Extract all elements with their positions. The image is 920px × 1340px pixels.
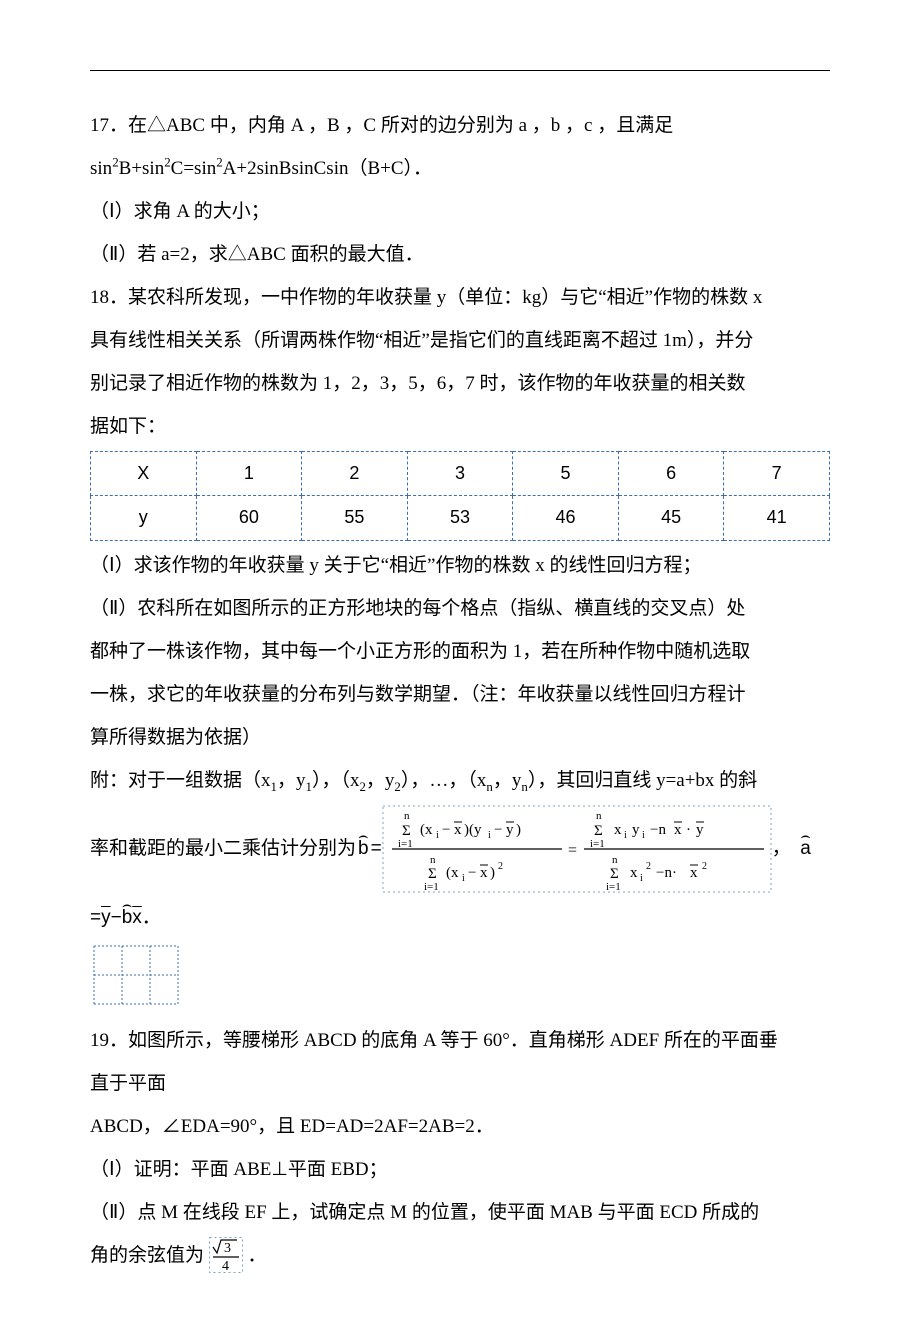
p18-sub2b: 都种了一株该作物，其中每一个小正方形的面积为 1，若在所种作物中随机选取 — [90, 633, 830, 670]
table-cell: 7 — [724, 452, 830, 496]
table-header-row: X 1 2 3 5 6 7 — [91, 452, 830, 496]
p17-sub1: （Ⅰ）求角 A 的大小； — [90, 193, 830, 230]
svg-text:y: y — [506, 822, 514, 838]
p18-appendix-prefix: 附：对于一组数据（x1，y1），（x2，y2），…，（xn，yn），其回归直线 … — [90, 762, 830, 799]
svg-text:y: y — [696, 822, 704, 838]
p18-intro4: 据如下： — [90, 408, 830, 445]
table-cell: 55 — [302, 496, 408, 540]
table-cell: 5 — [513, 452, 619, 496]
svg-text:i: i — [436, 830, 439, 841]
p19-s2: （Ⅱ）点 M 在线段 EF 上，试确定点 M 的位置，使平面 MAB 与平面 E… — [90, 1194, 830, 1231]
p17-sub2: （Ⅱ）若 a=2，求△ABC 面积的最大值． — [90, 236, 830, 273]
formula-lead: 率和截距的最小二乘估计分别为 — [90, 830, 356, 867]
svg-text:−: − — [494, 822, 502, 838]
svg-text:Σ: Σ — [610, 866, 619, 882]
svg-text:i: i — [642, 830, 645, 841]
p18-intro1: 18．某农科所发现，一中作物的年收获量 y（单位：kg）与它“相近”作物的株数 … — [90, 279, 830, 316]
table-cell: 53 — [407, 496, 513, 540]
svg-text:i: i — [624, 830, 627, 841]
svg-text:x: x — [630, 865, 638, 881]
p18-intro3: 别记录了相近作物的株数为 1，2，3，5，6，7 时，该作物的年收获量的相关数 — [90, 365, 830, 402]
table-cell: 45 — [618, 496, 724, 540]
svg-text:x: x — [674, 822, 682, 838]
svg-text:2: 2 — [498, 861, 503, 872]
regression-formula-row: 率和截距的最小二乘估计分别为 ⌢ b = n Σ i=1 (x i − x )(… — [90, 805, 830, 893]
table-cell: 41 — [724, 496, 830, 540]
grid-diagram — [90, 942, 182, 1012]
svg-text:): ) — [516, 822, 521, 838]
svg-text:−n·: −n· — [656, 865, 677, 881]
p19-s1: （Ⅰ）证明：平面 ABE⊥平面 EBD； — [90, 1151, 830, 1188]
svg-text:x: x — [614, 822, 622, 838]
svg-text:x: x — [690, 865, 698, 881]
svg-text:i=1: i=1 — [398, 838, 413, 850]
svg-text:)(y: )(y — [464, 822, 482, 838]
svg-text:−: − — [442, 822, 450, 838]
data-table: X 1 2 3 5 6 7 y 60 55 53 46 45 41 — [90, 451, 830, 540]
svg-text:Σ: Σ — [402, 823, 411, 839]
p18-intro2: 具有线性相关关系（所谓两株作物“相近”是指它们的直线距离不超过 1m），并分 — [90, 322, 830, 359]
p19-s3-prefix: 角的余弦值为 — [90, 1245, 204, 1266]
svg-text:Σ: Σ — [594, 823, 603, 839]
table-cell: y — [91, 496, 197, 540]
table-cell: X — [91, 452, 197, 496]
svg-text:−: − — [468, 865, 476, 881]
svg-text:2: 2 — [646, 861, 651, 872]
table-cell: 1 — [196, 452, 302, 496]
p19-s3-suffix: ． — [248, 1245, 267, 1266]
table-cell: 46 — [513, 496, 619, 540]
hat-icon: ⌢ — [358, 821, 369, 853]
svg-text:x: x — [480, 865, 488, 881]
svg-text:i: i — [462, 873, 465, 884]
table-cell: 2 — [302, 452, 408, 496]
svg-text:4: 4 — [222, 1259, 229, 1273]
p19-l2: 直于平面 — [90, 1065, 830, 1102]
svg-text:i=1: i=1 — [590, 838, 605, 850]
sqrt3-over-4-fraction: 3 4 — [209, 1237, 243, 1273]
p19-s3: 角的余弦值为 3 4 ． — [90, 1237, 830, 1274]
svg-text:(x: (x — [420, 822, 433, 838]
table-cell: 3 — [407, 452, 513, 496]
svg-text:n: n — [430, 854, 436, 866]
svg-text:n: n — [612, 854, 618, 866]
equals-sign: = — [371, 830, 382, 867]
svg-text:i=1: i=1 — [424, 881, 439, 893]
p19-l1: 19．如图所示，等腰梯形 ABCD 的底角 A 等于 60°．直角梯形 ADEF… — [90, 1022, 830, 1059]
a-hat-equals-line: =y−bx． — [90, 899, 830, 936]
svg-text:n: n — [596, 810, 602, 822]
svg-text:i=1: i=1 — [606, 881, 621, 893]
svg-text:3: 3 — [224, 1241, 231, 1256]
svg-text:2: 2 — [702, 861, 707, 872]
svg-text:−n: −n — [650, 822, 666, 838]
table-row: y 60 55 53 46 45 41 — [91, 496, 830, 540]
p17-line1: 17．在△ABC 中，内角 A ，B ，C 所对的边分别为 a ，b ，c ，且… — [90, 107, 830, 144]
svg-text:·: · — [686, 822, 691, 838]
p19-l3: ABCD，∠EDA=90°，且 ED=AD=2AF=2AB=2． — [90, 1108, 830, 1145]
svg-text:): ) — [490, 865, 495, 881]
svg-text:(x: (x — [446, 865, 459, 881]
svg-text:Σ: Σ — [428, 866, 437, 882]
p18-sub2d: 算所得数据为依据） — [90, 719, 830, 756]
svg-text:y: y — [632, 822, 640, 838]
svg-text:i: i — [640, 873, 643, 884]
svg-text:i: i — [488, 830, 491, 841]
table-cell: 6 — [618, 452, 724, 496]
svg-text:n: n — [404, 810, 410, 822]
p18-sub2a: （Ⅱ）农科所在如图所示的正方形地块的每个格点（指纵、横直线的交叉点）处 — [90, 590, 830, 627]
svg-text:x: x — [454, 822, 462, 838]
formula-tail: ， — [772, 830, 801, 867]
table-cell: 60 — [196, 496, 302, 540]
p18-sub1: （Ⅰ）求该作物的年收获量 y 关于它“相近”作物的株数 x 的线性回归方程； — [90, 547, 830, 584]
p17-line2: sin2B+sin2C=sin2A+2sinBsinCsin（B+C）． — [90, 150, 830, 187]
a-hat: a — [800, 830, 811, 867]
regression-formula-svg: n Σ i=1 (x i − x )(y i − y ) n Σ i=1 (x … — [382, 805, 772, 893]
top-horizontal-rule — [90, 70, 830, 71]
p18-sub2c: 一株，求它的年收获量的分布列与数学期望．（注：年收获量以线性回归方程计 — [90, 676, 830, 713]
svg-text:=: = — [568, 842, 577, 859]
